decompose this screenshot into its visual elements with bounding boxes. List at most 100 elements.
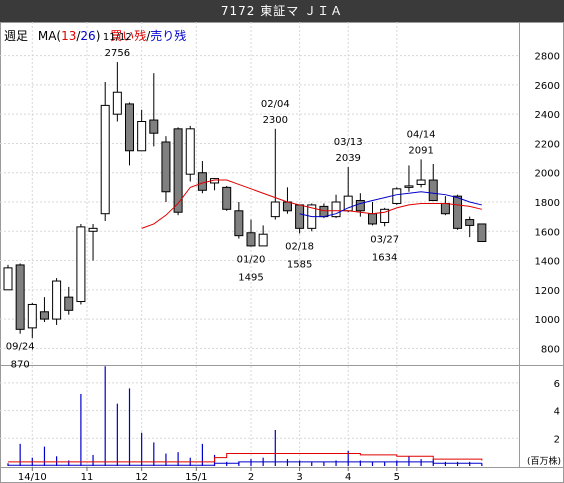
annotation-date: 01/20 <box>237 255 266 266</box>
price-tick-label: 800 <box>541 344 560 355</box>
candle-body-down <box>440 202 450 215</box>
annotation-price: 1495 <box>238 273 263 284</box>
window-title: 7172 東証マ ＪＩＡ <box>0 0 564 22</box>
candle-body-down <box>282 201 292 212</box>
candle <box>477 223 487 243</box>
candle <box>161 136 171 202</box>
ma-suffix: ) <box>96 29 101 43</box>
candle-body-up <box>3 267 13 291</box>
candle-body-down <box>222 186 232 210</box>
ma-13-line <box>141 179 482 229</box>
candle <box>112 62 122 122</box>
volume-unit-label: (百万株) <box>527 455 561 467</box>
annotation-price: 2039 <box>335 153 360 164</box>
annotation-date: 03/27 <box>370 234 399 245</box>
price-tick-label: 2800 <box>535 52 560 63</box>
candle-body-up <box>100 104 110 215</box>
candle-body-down <box>197 172 207 191</box>
candle <box>428 163 438 202</box>
candle <box>137 109 147 152</box>
candle-body-down <box>15 264 25 330</box>
volume-tick-label: 6 <box>554 379 560 390</box>
candle-body-up <box>404 185 414 188</box>
candle-body-down <box>477 223 487 243</box>
ma-long-label: 26 <box>80 29 95 43</box>
grid-lines <box>0 22 519 467</box>
candle <box>270 128 280 220</box>
date-axis-ticks: 14/10 11 12 15/1 2 3 4 5 <box>18 467 400 483</box>
candle <box>380 207 390 227</box>
candle <box>64 286 74 315</box>
sell-remain-label: 売り残 <box>150 28 186 43</box>
candle <box>3 264 13 291</box>
price-tick-label: 2600 <box>535 81 560 92</box>
candle <box>404 165 414 192</box>
candle-body-down <box>173 128 183 213</box>
buy-remain-line <box>8 453 483 463</box>
candle <box>52 278 62 325</box>
candle <box>27 302 37 339</box>
volume-tick-label: 4 <box>554 407 560 418</box>
candle-body-up <box>76 226 86 303</box>
price-tick-label: 1000 <box>535 315 560 326</box>
annotation-date: 03/13 <box>334 137 363 148</box>
candle-body-down <box>465 219 475 226</box>
price-tick-label: 1400 <box>535 257 560 268</box>
price-tick-label: 2000 <box>535 169 560 180</box>
annotation-date: 09/24 <box>6 342 35 353</box>
candle-body-down <box>64 296 74 311</box>
ma-prefix: MA( <box>38 29 61 43</box>
price-tick-label: 1800 <box>535 198 560 209</box>
header-legend: 週足 MA(13/26) 買い残/売り残 <box>4 28 186 43</box>
candle <box>76 223 86 305</box>
margin-remain-lines <box>8 453 483 466</box>
candle <box>453 194 463 230</box>
candle <box>246 219 256 247</box>
candle <box>222 185 232 211</box>
buy-remain-label: 買い残 <box>110 29 146 43</box>
chart-frame <box>0 22 564 483</box>
price-tick-label: 1600 <box>535 227 560 238</box>
volume-axis-ticks: 6 4 2 (百万株) <box>527 379 561 467</box>
moving-averages <box>141 179 482 229</box>
weekly-candlestick-chart: 週足 MA(13/26) 買い残/売り残 2800260024002200200… <box>0 22 564 483</box>
date-tick-label: 2 <box>248 472 254 483</box>
candle-body-down <box>368 213 377 225</box>
candle-body-down <box>453 195 463 229</box>
candles <box>3 62 487 339</box>
candle-body-up <box>258 233 268 247</box>
candle <box>234 202 244 239</box>
candle-body-down <box>246 232 256 247</box>
candle <box>15 263 25 334</box>
candle-body-down <box>295 204 305 229</box>
ma-short-label: 13 <box>61 29 76 43</box>
date-tick-label: 14/10 <box>18 472 47 483</box>
date-tick-label: 12 <box>135 472 148 483</box>
candle <box>39 297 49 323</box>
candle-body-down <box>428 179 438 202</box>
period-label: 週足 <box>4 29 28 43</box>
candle-body-up <box>270 201 280 218</box>
price-axis-ticks: 2800 2600 2400 2200 2000 1800 1600 1400 1200 1000… <box>535 52 560 356</box>
annotation-price: 2300 <box>263 115 288 126</box>
candle <box>185 125 195 182</box>
candle-body-down <box>234 210 244 237</box>
annotation-date: 11/12 <box>103 32 132 43</box>
annotation-date: 02/18 <box>285 241 314 252</box>
candle <box>173 127 183 216</box>
ma-26-line <box>299 191 482 218</box>
price-tick-label: 2200 <box>535 139 560 150</box>
date-tick-label: 5 <box>394 472 400 483</box>
candle <box>258 225 268 247</box>
date-tick-label: 4 <box>345 472 351 483</box>
annotation-price: 1585 <box>287 259 312 270</box>
candle-body-up <box>416 179 426 185</box>
candle <box>100 81 110 222</box>
candle-body-up <box>392 188 402 204</box>
candle-body-up <box>331 201 341 218</box>
legend-slash: / <box>146 29 151 43</box>
candle <box>125 102 134 166</box>
candle <box>88 223 98 261</box>
candle-body-up <box>343 195 353 212</box>
candle-body-down <box>125 103 134 152</box>
